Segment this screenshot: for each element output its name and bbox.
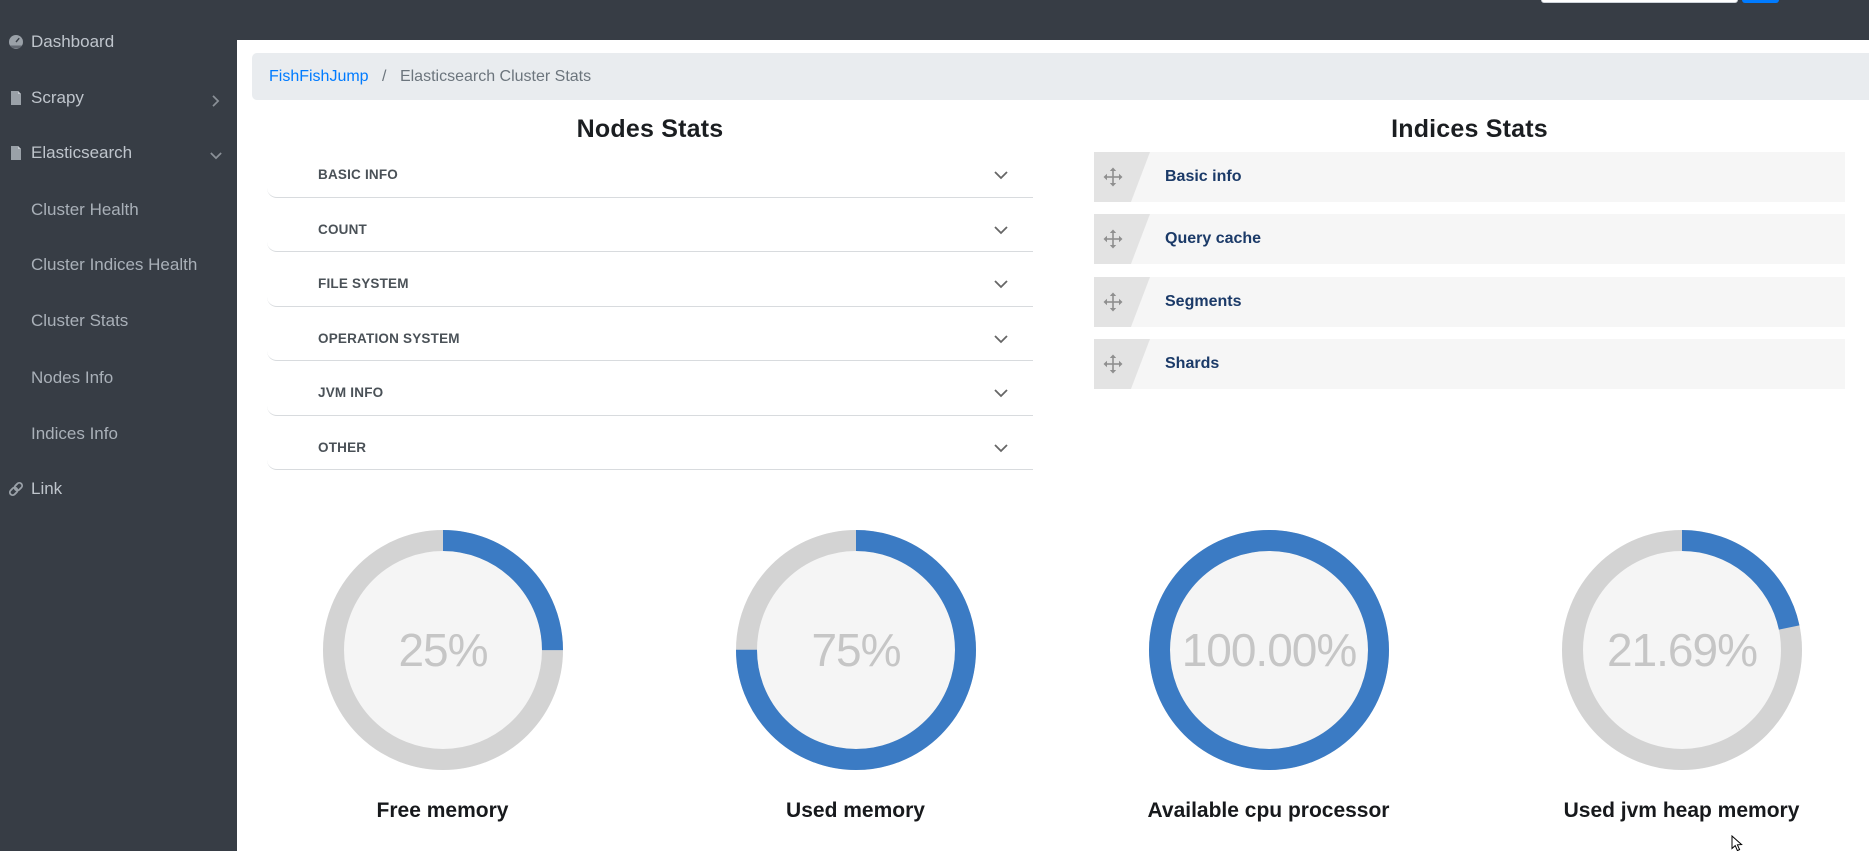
chevron-right-icon bbox=[210, 92, 222, 107]
accordion-section-other[interactable]: OTHER bbox=[267, 415, 1033, 470]
top-navbar bbox=[0, 0, 1869, 40]
chevron-down-icon bbox=[994, 276, 1008, 289]
nodes-stats-accordion: BASIC INFO COUNT FILE SYSTEM OPERATION S… bbox=[267, 143, 1033, 470]
sidebar-item-label: Cluster Indices Health bbox=[31, 255, 198, 274]
accordion-section-count[interactable]: COUNT bbox=[267, 197, 1033, 252]
indices-row-shards[interactable]: Shards bbox=[1094, 339, 1845, 389]
chevron-down-icon bbox=[994, 440, 1008, 452]
accordion-section-label: OPERATION SYSTEM bbox=[318, 330, 460, 346]
indices-row-segments[interactable]: Segments bbox=[1094, 277, 1845, 327]
gauge-value: 21.69% bbox=[1606, 624, 1758, 676]
gauge-used-memory: 75% bbox=[735, 529, 977, 771]
breadcrumb: FishFishJump / Elasticsearch Cluster Sta… bbox=[252, 53, 1869, 100]
gauge-value: 100.00% bbox=[1181, 624, 1358, 676]
sidebar-item-cluster-indices-health[interactable]: Cluster Indices Health bbox=[0, 250, 268, 280]
sidebar-item-link[interactable]: Link bbox=[0, 474, 237, 504]
move-icon[interactable] bbox=[1103, 292, 1123, 312]
gauge-value: 25% bbox=[398, 624, 488, 676]
sidebar-item-cluster-health[interactable]: Cluster Health bbox=[0, 195, 268, 225]
accordion-section-operation-system[interactable]: OPERATION SYSTEM bbox=[267, 306, 1033, 361]
file-icon bbox=[8, 145, 24, 161]
sidebar-item-nodes-info[interactable]: Nodes Info bbox=[0, 363, 268, 393]
breadcrumb-current: Elasticsearch Cluster Stats bbox=[399, 68, 592, 85]
accordion-section-label: OTHER bbox=[318, 439, 367, 455]
file-icon bbox=[8, 90, 24, 106]
sidebar-item-label: Scrapy bbox=[31, 88, 84, 107]
move-icon[interactable] bbox=[1103, 229, 1123, 249]
chevron-down-icon bbox=[994, 167, 1008, 180]
accordion-section-basic-info[interactable]: BASIC INFO bbox=[267, 143, 1033, 198]
sidebar-item-scrapy[interactable]: Scrapy bbox=[0, 83, 237, 113]
sidebar-item-label: Cluster Stats bbox=[31, 311, 129, 330]
indices-row-label: Query cache bbox=[1165, 230, 1262, 247]
accordion-section-label: COUNT bbox=[318, 221, 367, 237]
chevron-down-icon bbox=[210, 147, 222, 160]
move-icon[interactable] bbox=[1103, 354, 1123, 374]
link-icon bbox=[8, 481, 24, 497]
gauge-used-jvm-heap: 21.69% bbox=[1561, 529, 1803, 771]
breadcrumb-link-fishfishjump[interactable]: FishFishJump bbox=[269, 68, 369, 85]
gauge-value: 75% bbox=[811, 624, 901, 676]
search-button[interactable] bbox=[1742, 0, 1779, 3]
sidebar-item-dashboard[interactable]: Dashboard bbox=[0, 27, 237, 57]
accordion-section-label: FILE SYSTEM bbox=[318, 276, 409, 291]
indices-row-label: Shards bbox=[1165, 355, 1220, 372]
chevron-down-icon bbox=[994, 331, 1008, 343]
breadcrumb-separator: / bbox=[382, 68, 387, 85]
chevron-down-icon bbox=[994, 385, 1008, 398]
accordion-section-label: JVM INFO bbox=[318, 385, 384, 400]
indices-row-basic-info[interactable]: Basic info bbox=[1094, 152, 1845, 202]
sidebar-item-label: Nodes Info bbox=[31, 368, 114, 387]
sidebar-item-elasticsearch[interactable]: Elasticsearch bbox=[0, 138, 237, 168]
accordion-section-jvm-info[interactable]: JVM INFO bbox=[267, 361, 1033, 416]
indices-row-query-cache[interactable]: Query cache bbox=[1094, 214, 1845, 264]
sidebar-item-label: Dashboard bbox=[31, 32, 115, 51]
tachometer-icon bbox=[8, 34, 24, 50]
sidebar-item-label: Elasticsearch bbox=[31, 143, 133, 162]
gauge-label-used-jvm-heap: Used jvm heap memory bbox=[1563, 799, 1800, 822]
mouse-cursor bbox=[1731, 834, 1743, 851]
sidebar-item-label: Link bbox=[31, 479, 63, 498]
sidebar-item-label: Cluster Health bbox=[31, 200, 139, 219]
sidebar: Dashboard Scrapy bbox=[0, 0, 237, 851]
indices-row-label: Basic info bbox=[1165, 168, 1242, 185]
sidebar-item-indices-info[interactable]: Indices Info bbox=[0, 419, 268, 449]
accordion-section-label: BASIC INFO bbox=[318, 167, 399, 182]
gauge-label-used-memory: Used memory bbox=[786, 799, 925, 822]
accordion-section-file-system[interactable]: FILE SYSTEM bbox=[267, 252, 1033, 307]
chevron-down-icon bbox=[994, 222, 1008, 234]
gauge-available-cpu: 100.00% bbox=[1148, 529, 1390, 771]
gauge-free-memory: 25% bbox=[322, 529, 564, 771]
sidebar-item-cluster-stats[interactable]: Cluster Stats bbox=[0, 306, 268, 336]
indices-stats-title: Indices Stats bbox=[1391, 115, 1548, 143]
indices-row-label: Segments bbox=[1165, 293, 1242, 310]
nodes-stats-title: Nodes Stats bbox=[576, 115, 724, 143]
gauge-label-available-cpu: Available cpu processor bbox=[1147, 799, 1390, 822]
sidebar-item-label: Indices Info bbox=[31, 424, 118, 443]
move-icon[interactable] bbox=[1103, 167, 1123, 187]
search-input[interactable] bbox=[1541, 0, 1738, 3]
gauge-label-free-memory: Free memory bbox=[376, 799, 509, 822]
